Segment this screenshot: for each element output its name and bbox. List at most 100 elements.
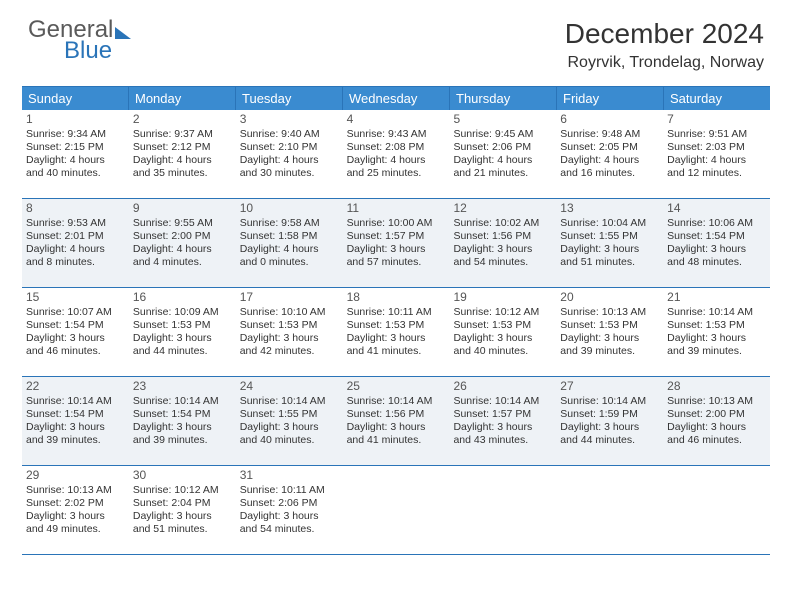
day-info-line: Daylight: 3 hours bbox=[453, 243, 552, 256]
day-of-week-header: Monday bbox=[129, 87, 236, 110]
day-info-line: Daylight: 3 hours bbox=[26, 510, 125, 523]
calendar-day: 8Sunrise: 9:53 AMSunset: 2:01 PMDaylight… bbox=[22, 199, 129, 287]
day-info-line: and 51 minutes. bbox=[133, 523, 232, 536]
day-number: 3 bbox=[240, 112, 339, 127]
day-info-line: Sunset: 2:08 PM bbox=[347, 141, 446, 154]
day-info-line: Sunrise: 10:02 AM bbox=[453, 217, 552, 230]
day-number: 28 bbox=[667, 379, 766, 394]
day-info-line: Daylight: 3 hours bbox=[240, 510, 339, 523]
day-info-line: and 12 minutes. bbox=[667, 167, 766, 180]
day-info-line: Sunrise: 9:37 AM bbox=[133, 128, 232, 141]
day-info-line: Daylight: 3 hours bbox=[453, 421, 552, 434]
day-info-line: Sunset: 1:53 PM bbox=[240, 319, 339, 332]
day-number: 23 bbox=[133, 379, 232, 394]
day-number: 1 bbox=[26, 112, 125, 127]
day-info-line: Sunrise: 10:14 AM bbox=[26, 395, 125, 408]
calendar-day-empty bbox=[343, 466, 450, 554]
day-info-line: and 4 minutes. bbox=[133, 256, 232, 269]
calendar-day: 24Sunrise: 10:14 AMSunset: 1:55 PMDaylig… bbox=[236, 377, 343, 465]
day-info-line: Sunrise: 10:13 AM bbox=[667, 395, 766, 408]
day-info-line: Sunset: 2:10 PM bbox=[240, 141, 339, 154]
day-info-line: Daylight: 3 hours bbox=[133, 332, 232, 345]
day-info-line: Daylight: 3 hours bbox=[667, 421, 766, 434]
day-info-line: and 21 minutes. bbox=[453, 167, 552, 180]
day-info-line: and 43 minutes. bbox=[453, 434, 552, 447]
calendar: SundayMondayTuesdayWednesdayThursdayFrid… bbox=[22, 86, 770, 555]
calendar-day-empty bbox=[663, 466, 770, 554]
calendar-day: 26Sunrise: 10:14 AMSunset: 1:57 PMDaylig… bbox=[449, 377, 556, 465]
day-number: 4 bbox=[347, 112, 446, 127]
day-info-line: and 39 minutes. bbox=[560, 345, 659, 358]
day-info-line: and 51 minutes. bbox=[560, 256, 659, 269]
day-info-line: Sunrise: 10:07 AM bbox=[26, 306, 125, 319]
day-info-line: Daylight: 3 hours bbox=[26, 332, 125, 345]
day-of-week-row: SundayMondayTuesdayWednesdayThursdayFrid… bbox=[22, 87, 770, 110]
day-info-line: Daylight: 4 hours bbox=[560, 154, 659, 167]
calendar-day: 2Sunrise: 9:37 AMSunset: 2:12 PMDaylight… bbox=[129, 110, 236, 198]
day-info-line: Sunset: 1:54 PM bbox=[26, 408, 125, 421]
day-info-line: Sunset: 2:00 PM bbox=[133, 230, 232, 243]
day-number: 11 bbox=[347, 201, 446, 216]
day-info-line: and 46 minutes. bbox=[667, 434, 766, 447]
day-info-line: Daylight: 3 hours bbox=[560, 243, 659, 256]
day-info-line: Daylight: 4 hours bbox=[133, 154, 232, 167]
day-number: 18 bbox=[347, 290, 446, 305]
day-info-line: Sunset: 1:54 PM bbox=[133, 408, 232, 421]
calendar-day: 16Sunrise: 10:09 AMSunset: 1:53 PMDaylig… bbox=[129, 288, 236, 376]
calendar-week: 29Sunrise: 10:13 AMSunset: 2:02 PMDaylig… bbox=[22, 466, 770, 555]
day-info-line: Sunrise: 10:14 AM bbox=[133, 395, 232, 408]
day-info-line: Sunset: 1:57 PM bbox=[347, 230, 446, 243]
calendar-week: 1Sunrise: 9:34 AMSunset: 2:15 PMDaylight… bbox=[22, 110, 770, 199]
day-info-line: and 44 minutes. bbox=[560, 434, 659, 447]
calendar-day: 27Sunrise: 10:14 AMSunset: 1:59 PMDaylig… bbox=[556, 377, 663, 465]
day-info-line: Sunset: 1:53 PM bbox=[667, 319, 766, 332]
day-info-line: and 57 minutes. bbox=[347, 256, 446, 269]
day-info-line: Sunrise: 9:40 AM bbox=[240, 128, 339, 141]
calendar-day: 20Sunrise: 10:13 AMSunset: 1:53 PMDaylig… bbox=[556, 288, 663, 376]
calendar-week: 8Sunrise: 9:53 AMSunset: 2:01 PMDaylight… bbox=[22, 199, 770, 288]
day-info-line: Sunrise: 10:11 AM bbox=[347, 306, 446, 319]
day-info-line: Sunset: 2:06 PM bbox=[453, 141, 552, 154]
day-number: 16 bbox=[133, 290, 232, 305]
day-info-line: and 35 minutes. bbox=[133, 167, 232, 180]
day-info-line: Sunrise: 10:14 AM bbox=[453, 395, 552, 408]
calendar-day: 22Sunrise: 10:14 AMSunset: 1:54 PMDaylig… bbox=[22, 377, 129, 465]
day-info-line: Daylight: 4 hours bbox=[133, 243, 232, 256]
day-info-line: Sunrise: 9:43 AM bbox=[347, 128, 446, 141]
calendar-day: 17Sunrise: 10:10 AMSunset: 1:53 PMDaylig… bbox=[236, 288, 343, 376]
day-info-line: Daylight: 3 hours bbox=[133, 510, 232, 523]
calendar-day: 6Sunrise: 9:48 AMSunset: 2:05 PMDaylight… bbox=[556, 110, 663, 198]
day-number: 7 bbox=[667, 112, 766, 127]
day-info-line: Sunset: 2:03 PM bbox=[667, 141, 766, 154]
day-number: 10 bbox=[240, 201, 339, 216]
day-info-line: Daylight: 3 hours bbox=[560, 332, 659, 345]
day-info-line: Sunset: 2:02 PM bbox=[26, 497, 125, 510]
day-info-line: Sunrise: 10:10 AM bbox=[240, 306, 339, 319]
calendar-day: 11Sunrise: 10:00 AMSunset: 1:57 PMDaylig… bbox=[343, 199, 450, 287]
month-title: December 2024 bbox=[565, 18, 764, 50]
day-info-line: Sunrise: 9:53 AM bbox=[26, 217, 125, 230]
calendar-day: 15Sunrise: 10:07 AMSunset: 1:54 PMDaylig… bbox=[22, 288, 129, 376]
day-number: 31 bbox=[240, 468, 339, 483]
day-info-line: Daylight: 3 hours bbox=[347, 243, 446, 256]
day-number: 27 bbox=[560, 379, 659, 394]
logo: General Blue bbox=[28, 18, 132, 63]
day-info-line: Sunset: 1:53 PM bbox=[453, 319, 552, 332]
day-number: 8 bbox=[26, 201, 125, 216]
day-info-line: Sunset: 2:06 PM bbox=[240, 497, 339, 510]
day-info-line: and 8 minutes. bbox=[26, 256, 125, 269]
day-info-line: and 49 minutes. bbox=[26, 523, 125, 536]
day-info-line: Sunset: 1:58 PM bbox=[240, 230, 339, 243]
calendar-day: 23Sunrise: 10:14 AMSunset: 1:54 PMDaylig… bbox=[129, 377, 236, 465]
calendar-day: 10Sunrise: 9:58 AMSunset: 1:58 PMDayligh… bbox=[236, 199, 343, 287]
calendar-day: 13Sunrise: 10:04 AMSunset: 1:55 PMDaylig… bbox=[556, 199, 663, 287]
day-info-line: Sunset: 2:00 PM bbox=[667, 408, 766, 421]
day-info-line: Sunrise: 9:55 AM bbox=[133, 217, 232, 230]
day-number: 17 bbox=[240, 290, 339, 305]
day-info-line: Daylight: 3 hours bbox=[347, 421, 446, 434]
day-number: 20 bbox=[560, 290, 659, 305]
day-info-line: and 39 minutes. bbox=[667, 345, 766, 358]
day-info-line: Daylight: 4 hours bbox=[26, 154, 125, 167]
calendar-week: 15Sunrise: 10:07 AMSunset: 1:54 PMDaylig… bbox=[22, 288, 770, 377]
calendar-day: 21Sunrise: 10:14 AMSunset: 1:53 PMDaylig… bbox=[663, 288, 770, 376]
